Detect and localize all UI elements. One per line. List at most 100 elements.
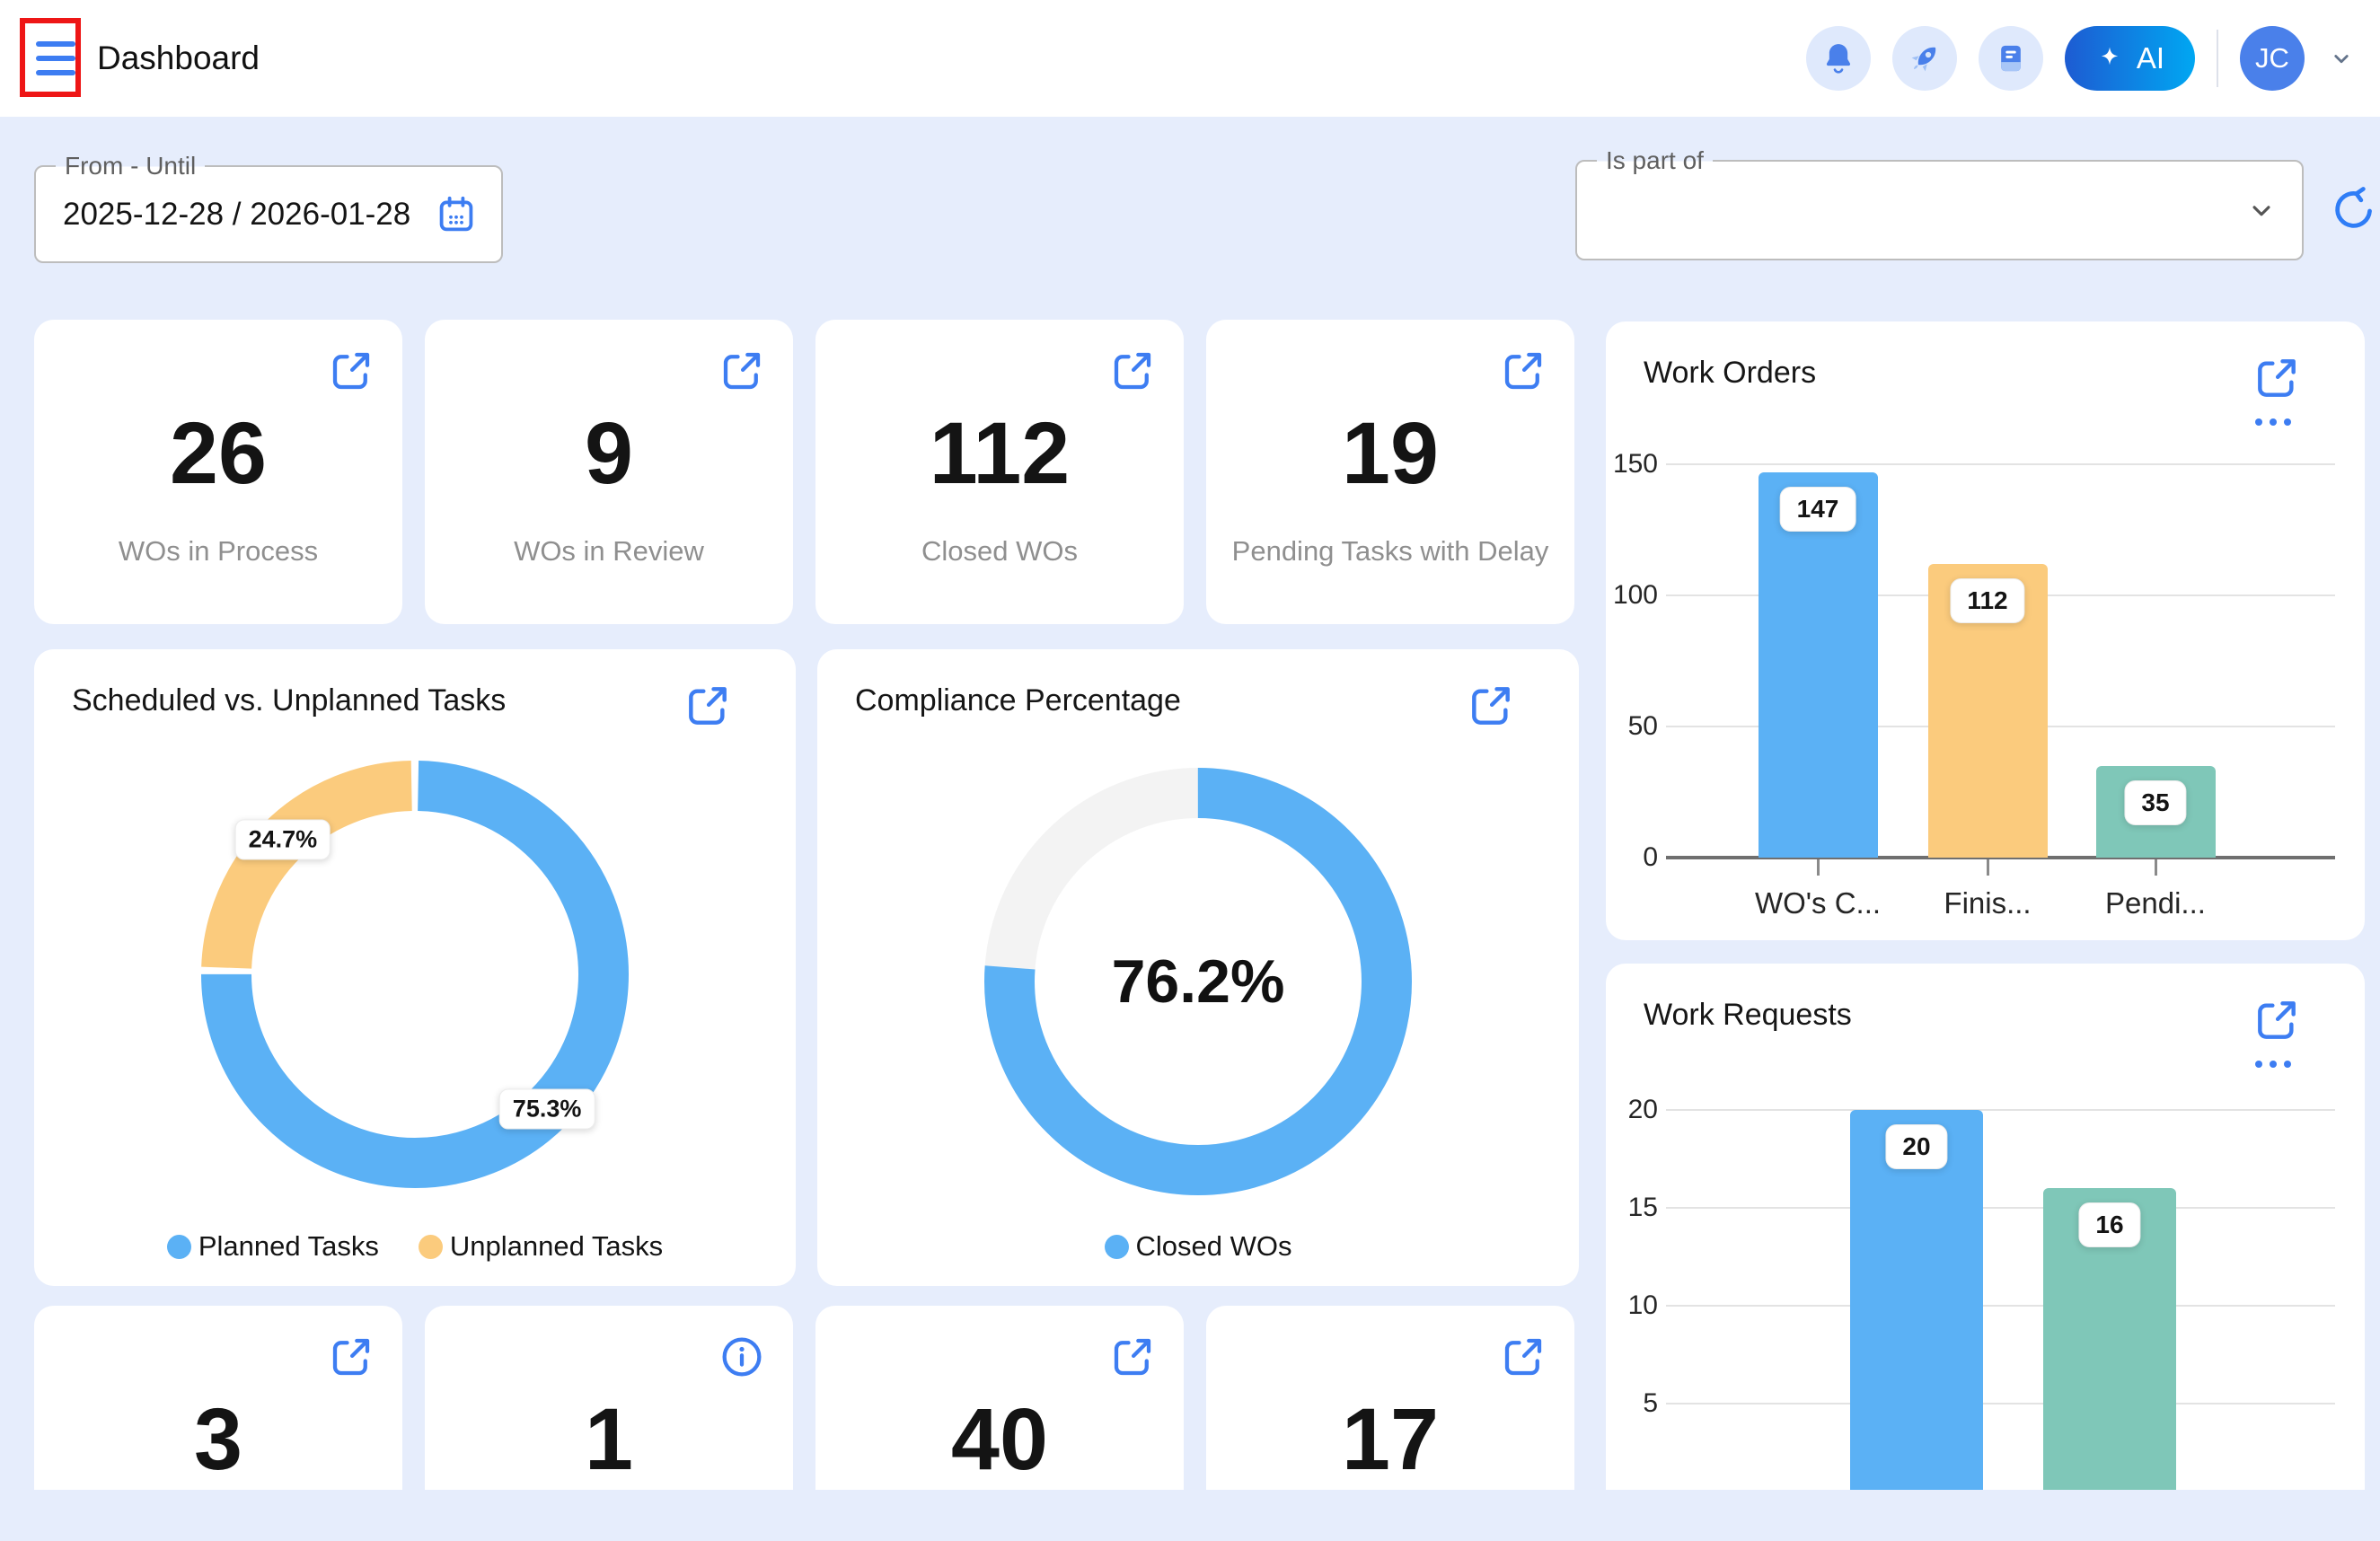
avatar[interactable]: JC	[2240, 26, 2305, 91]
bar	[1758, 471, 1878, 858]
work-orders-card: Work Orders 150 100 50 0 147 WO's C... 112 Fini…	[1606, 321, 2365, 940]
account-menu-button[interactable]	[2326, 43, 2357, 74]
gridline	[1666, 1207, 2335, 1209]
external-link-icon[interactable]	[1499, 1333, 1547, 1381]
gridline	[1666, 1305, 2335, 1307]
donut-slice-label: 24.7%	[234, 819, 331, 860]
y-axis-tick-label: 0	[1643, 842, 1658, 872]
chart-title: Work Orders	[1644, 356, 1817, 390]
kpi-value: 40	[951, 1390, 1048, 1488]
bar-value-label: 20	[1885, 1124, 1948, 1169]
legend-dot	[166, 1234, 191, 1259]
x-axis-category-label: WO's C...	[1754, 886, 1882, 920]
header-divider	[2217, 30, 2218, 87]
chart-legend: Planned Tasks Unplanned Tasks	[34, 1230, 796, 1263]
info-icon[interactable]	[718, 1333, 766, 1381]
calendar-icon[interactable]	[435, 193, 478, 236]
date-range-label: From - Until	[56, 152, 206, 181]
kpi-label: WOs in Process	[118, 535, 319, 567]
scheduled-vs-unplanned-card: Scheduled vs. Unplanned Tasks 75.3% 24.7%…	[34, 649, 796, 1286]
date-range-value: 2025-12-28 / 2026-01-28	[63, 196, 411, 232]
y-axis-tick-label: 150	[1612, 449, 1658, 479]
legend-item-closed-wos[interactable]: Closed WOs	[1104, 1230, 1292, 1263]
kpi-card-bottom-1: 3	[34, 1306, 402, 1490]
external-link-icon[interactable]	[683, 681, 733, 731]
legend-item-planned-tasks[interactable]: Planned Tasks	[166, 1230, 379, 1263]
gridline	[1666, 1403, 2335, 1405]
date-range-field[interactable]: From - Until 2025-12-28 / 2026-01-28	[34, 152, 503, 263]
is-part-of-select[interactable]: Is part of	[1575, 146, 2304, 260]
x-axis-category-label: Finis...	[1944, 886, 2032, 920]
kpi-value: 19	[1342, 404, 1439, 502]
ai-button-label: AI	[2136, 41, 2164, 75]
kpi-card-pending-tasks-delay: 19 Pending Tasks with Delay	[1206, 320, 1574, 624]
donut-chart	[201, 761, 629, 1188]
sparkle-icon	[2101, 47, 2119, 66]
legend-label: Closed WOs	[1135, 1230, 1292, 1262]
kpi-card-closed-wos: 112 Closed WOs	[815, 320, 1184, 624]
kpi-card-bottom-4: 17	[1206, 1306, 1574, 1490]
y-axis-tick-label: 5	[1643, 1388, 1658, 1418]
refresh-button[interactable]	[2330, 187, 2378, 235]
bar-value-label: 16	[2078, 1202, 2141, 1248]
gridline	[1666, 463, 2335, 465]
x-axis-line	[1666, 856, 2335, 859]
dashboard-content: Dashboard	[0, 0, 2380, 1490]
external-link-icon[interactable]	[1499, 347, 1547, 395]
external-link-icon[interactable]	[1108, 347, 1157, 395]
kpi-value: 26	[170, 404, 267, 502]
y-axis-tick-label: 50	[1627, 711, 1658, 741]
chart-options-menu[interactable]	[2255, 418, 2291, 426]
app-header: Dashboard	[0, 0, 2380, 117]
notifications-button[interactable]	[1805, 26, 1871, 91]
hamburger-menu-icon[interactable]	[36, 41, 75, 75]
kpi-card-bottom-3: 40	[815, 1306, 1184, 1490]
ai-assistant-button[interactable]: AI	[2064, 26, 2195, 91]
work-requests-bar-chart: 20 15 10 5 0 20 16	[1606, 964, 2365, 1490]
kpi-label: WOs in Review	[514, 535, 704, 567]
page-title: Dashboard	[97, 40, 260, 76]
y-axis-tick-label: 20	[1627, 1095, 1658, 1124]
action-highlight-box	[20, 18, 81, 97]
notebook-icon	[2000, 45, 2021, 72]
kpi-label: Closed WOs	[921, 535, 1078, 567]
external-link-icon[interactable]	[1108, 1333, 1157, 1381]
whats-new-button[interactable]	[1891, 26, 1957, 91]
header-actions: AI JC	[1805, 26, 2357, 91]
bell-icon	[1826, 44, 1850, 74]
compliance-percentage-card: Compliance Percentage 76.2% Closed WOs	[817, 649, 1579, 1286]
external-link-icon[interactable]	[1466, 681, 1516, 731]
legend-item-unplanned-tasks[interactable]: Unplanned Tasks	[418, 1230, 664, 1263]
external-link-icon[interactable]	[327, 347, 375, 395]
chart-legend: Closed WOs	[817, 1230, 1579, 1263]
chart-title: Compliance Percentage	[855, 683, 1181, 718]
kpi-card-bottom-2: 1	[425, 1306, 793, 1490]
bar-value-label: 112	[1950, 577, 2025, 623]
legend-label: Planned Tasks	[198, 1230, 379, 1262]
gauge-center-value: 76.2%	[1111, 947, 1285, 1016]
bar-value-label: 35	[2124, 779, 2187, 825]
external-link-icon[interactable]	[718, 347, 766, 395]
y-axis-tick-label: 100	[1612, 580, 1658, 610]
kpi-value: 3	[194, 1390, 242, 1488]
y-axis-tick-label: 10	[1627, 1290, 1658, 1320]
x-axis-tick	[2155, 859, 2157, 876]
gridline	[1666, 1109, 2335, 1111]
kpi-card-wos-in-process: 26 WOs in Process	[34, 320, 402, 624]
work-requests-card: Work Requests 20 15 10 5 0 20 16	[1606, 964, 2365, 1490]
avatar-initials: JC	[2255, 42, 2289, 74]
scheduled-vs-unplanned-donut: 75.3% 24.7%	[199, 759, 630, 1190]
kpi-value: 112	[929, 404, 1071, 502]
external-link-icon[interactable]	[327, 1333, 375, 1381]
donut-slice-label: 75.3%	[498, 1088, 595, 1130]
external-link-icon[interactable]	[2252, 353, 2302, 403]
chart-options-menu[interactable]	[2255, 1061, 2291, 1068]
external-link-icon[interactable]	[2252, 995, 2302, 1045]
legend-dot	[1104, 1234, 1129, 1259]
y-axis-tick-label: 0	[1606, 1486, 1658, 1490]
chevron-down-icon	[2334, 55, 2349, 64]
release-notes-button[interactable]	[1978, 26, 2043, 91]
kpi-value: 1	[585, 1390, 633, 1488]
chevron-down-icon[interactable]	[2244, 193, 2279, 227]
legend-label: Unplanned Tasks	[449, 1230, 664, 1262]
